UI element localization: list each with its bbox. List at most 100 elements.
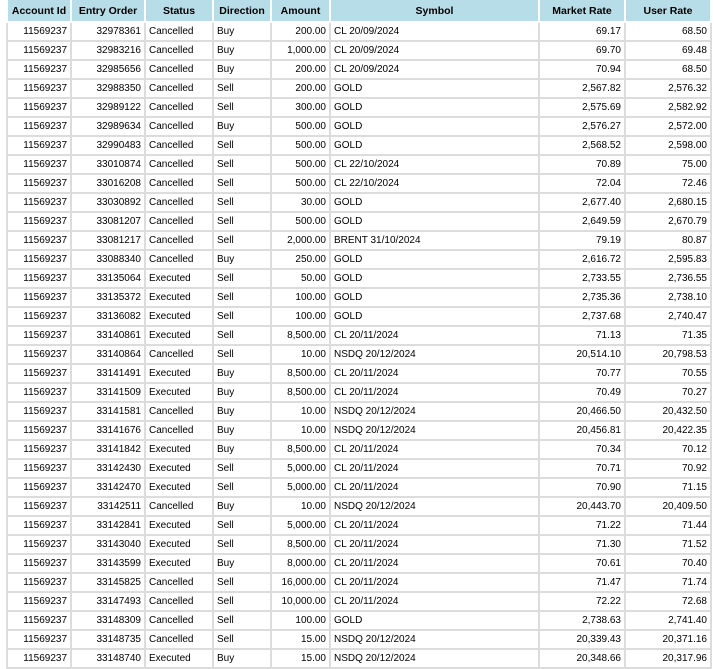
- table-row[interactable]: 11569237 33030892 Cancelled Sell 30.00 GOLD 2,…: [6, 192, 712, 213]
- direction-cell: Sell: [212, 154, 272, 175]
- amount-cell: 2,000.00: [270, 230, 331, 251]
- table-row[interactable]: 11569237 33016208 Cancelled Sell 500.00 CL 22…: [6, 173, 712, 194]
- entry-order-cell: 33136082: [70, 306, 146, 327]
- account-id-cell: 11569237: [6, 534, 72, 555]
- symbol-cell: CL 20/11/2024: [329, 553, 540, 574]
- table-row[interactable]: 11569237 33081207 Cancelled Sell 500.00 GOLD 2…: [6, 211, 712, 232]
- market-rate-cell: 2,733.55: [538, 268, 626, 289]
- table-row[interactable]: 11569237 32990483 Cancelled Sell 500.00 GOLD 2…: [6, 135, 712, 156]
- table-row[interactable]: 11569237 33143040 Executed Sell 8,500.00 CL 2…: [6, 534, 712, 555]
- table-row[interactable]: 11569237 33143599 Executed Buy 8,000.00 CL 20…: [6, 553, 712, 574]
- table-row[interactable]: 11569237 33140864 Cancelled Sell 10.00 NSDQ 2…: [6, 344, 712, 365]
- table-row[interactable]: 11569237 33148740 Executed Buy 15.00 NSDQ 20/…: [6, 648, 712, 669]
- symbol-cell: BRENT 31/10/2024: [329, 230, 540, 251]
- account-id-cell: 11569237: [6, 382, 72, 403]
- table-row[interactable]: 11569237 33135064 Executed Sell 50.00 GOLD 2,7…: [6, 268, 712, 289]
- user-rate-cell: 2,598.00: [624, 135, 712, 156]
- account-id-cell: 11569237: [6, 401, 72, 422]
- direction-cell: Buy: [212, 648, 272, 669]
- amount-cell: 100.00: [270, 287, 331, 308]
- table-row[interactable]: 11569237 32988350 Cancelled Sell 200.00 GOLD 2…: [6, 78, 712, 99]
- account-id-cell: 11569237: [6, 154, 72, 175]
- table-row[interactable]: 11569237 32983216 Cancelled Buy 1,000.00 CL 2…: [6, 40, 712, 61]
- table-row[interactable]: 11569237 33141581 Cancelled Buy 10.00 NSDQ 20…: [6, 401, 712, 422]
- direction-cell: Buy: [212, 363, 272, 384]
- direction-cell: Sell: [212, 230, 272, 251]
- table-row[interactable]: 11569237 33141842 Executed Buy 8,500.00 CL 20…: [6, 439, 712, 460]
- direction-cell: Sell: [212, 268, 272, 289]
- column-header-entry-order[interactable]: Entry Order: [70, 0, 146, 23]
- direction-cell: Sell: [212, 477, 272, 498]
- amount-cell: 500.00: [270, 211, 331, 232]
- symbol-cell: GOLD: [329, 268, 540, 289]
- symbol-cell: CL 20/11/2024: [329, 382, 540, 403]
- table-row[interactable]: 11569237 33142430 Executed Sell 5,000.00 CL 2…: [6, 458, 712, 479]
- table-row[interactable]: 11569237 33135372 Executed Sell 100.00 GOLD 2,…: [6, 287, 712, 308]
- market-rate-cell: 2,568.52: [538, 135, 626, 156]
- table-row[interactable]: 11569237 33010874 Cancelled Sell 500.00 CL 22…: [6, 154, 712, 175]
- table-row[interactable]: 11569237 33148735 Cancelled Sell 15.00 NSDQ 2…: [6, 629, 712, 650]
- table-row[interactable]: 11569237 33088340 Cancelled Buy 250.00 GOLD 2,…: [6, 249, 712, 270]
- table-row[interactable]: 11569237 32989634 Cancelled Buy 500.00 GOLD 2,…: [6, 116, 712, 137]
- column-header-account-id[interactable]: Account Id: [6, 0, 72, 23]
- table-row[interactable]: 11569237 33141509 Executed Buy 8,500.00 CL 20…: [6, 382, 712, 403]
- table-row[interactable]: 11569237 32989122 Cancelled Sell 300.00 GOLD 2…: [6, 97, 712, 118]
- symbol-cell: CL 20/11/2024: [329, 572, 540, 593]
- table-row[interactable]: 11569237 33142841 Executed Sell 5,000.00 CL 2…: [6, 515, 712, 536]
- direction-cell: Sell: [212, 572, 272, 593]
- status-cell: Cancelled: [144, 21, 214, 42]
- entry-order-cell: 33010874: [70, 154, 146, 175]
- account-id-cell: 11569237: [6, 116, 72, 137]
- column-header-symbol[interactable]: Symbol: [329, 0, 540, 23]
- table-row[interactable]: 11569237 33141676 Cancelled Buy 10.00 NSDQ 20…: [6, 420, 712, 441]
- table-row[interactable]: 11569237 33145825 Cancelled Sell 16,000.00 CL…: [6, 572, 712, 593]
- direction-cell: Buy: [212, 21, 272, 42]
- amount-cell: 8,500.00: [270, 363, 331, 384]
- column-header-user-rate[interactable]: User Rate: [624, 0, 712, 23]
- table-row[interactable]: 11569237 33140861 Executed Sell 8,500.00 CL 2…: [6, 325, 712, 346]
- amount-cell: 16,000.00: [270, 572, 331, 593]
- symbol-cell: GOLD: [329, 192, 540, 213]
- user-rate-cell: 69.48: [624, 40, 712, 61]
- table-row[interactable]: 11569237 33141491 Executed Buy 8,500.00 CL 20…: [6, 363, 712, 384]
- table-row[interactable]: 11569237 33147493 Cancelled Sell 10,000.00 CL…: [6, 591, 712, 612]
- market-rate-cell: 70.61: [538, 553, 626, 574]
- amount-cell: 8,500.00: [270, 325, 331, 346]
- table-row[interactable]: 11569237 33136082 Executed Sell 100.00 GOLD 2,…: [6, 306, 712, 327]
- status-cell: Cancelled: [144, 344, 214, 365]
- direction-cell: Sell: [212, 78, 272, 99]
- column-header-direction[interactable]: Direction: [212, 0, 272, 23]
- market-rate-cell: 20,348.66: [538, 648, 626, 669]
- amount-cell: 500.00: [270, 135, 331, 156]
- direction-cell: Sell: [212, 306, 272, 327]
- amount-cell: 500.00: [270, 154, 331, 175]
- market-rate-cell: 70.49: [538, 382, 626, 403]
- entry-order-cell: 33148309: [70, 610, 146, 631]
- amount-cell: 200.00: [270, 78, 331, 99]
- table-row[interactable]: 11569237 33142511 Cancelled Buy 10.00 NSDQ 20…: [6, 496, 712, 517]
- table-row[interactable]: 11569237 33142470 Executed Sell 5,000.00 CL 2…: [6, 477, 712, 498]
- symbol-cell: CL 20/09/2024: [329, 59, 540, 80]
- user-rate-cell: 2,670.79: [624, 211, 712, 232]
- status-cell: Cancelled: [144, 192, 214, 213]
- symbol-cell: GOLD: [329, 211, 540, 232]
- market-rate-cell: 71.13: [538, 325, 626, 346]
- entry-order-cell: 33141842: [70, 439, 146, 460]
- symbol-cell: CL 20/11/2024: [329, 363, 540, 384]
- symbol-cell: GOLD: [329, 249, 540, 270]
- column-header-market-rate[interactable]: Market Rate: [538, 0, 626, 23]
- user-rate-cell: 2,576.32: [624, 78, 712, 99]
- direction-cell: Buy: [212, 382, 272, 403]
- account-id-cell: 11569237: [6, 572, 72, 593]
- table-row[interactable]: 11569237 33148309 Cancelled Sell 100.00 GOLD 2…: [6, 610, 712, 631]
- entry-order-cell: 33140861: [70, 325, 146, 346]
- table-row[interactable]: 11569237 32985656 Cancelled Buy 200.00 CL 20/…: [6, 59, 712, 80]
- symbol-cell: CL 20/11/2024: [329, 477, 540, 498]
- status-cell: Cancelled: [144, 40, 214, 61]
- user-rate-cell: 2,738.10: [624, 287, 712, 308]
- status-cell: Cancelled: [144, 420, 214, 441]
- column-header-status[interactable]: Status: [144, 0, 214, 23]
- table-row[interactable]: 11569237 33081217 Cancelled Sell 2,000.00 BRE…: [6, 230, 712, 251]
- column-header-amount[interactable]: Amount: [270, 0, 331, 23]
- table-row[interactable]: 11569237 32978361 Cancelled Buy 200.00 CL 20/…: [6, 21, 712, 42]
